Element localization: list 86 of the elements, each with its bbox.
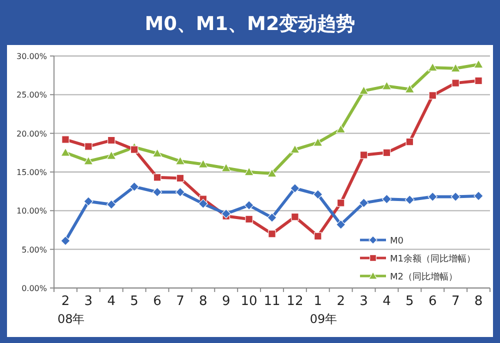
point [404, 195, 414, 205]
point [314, 232, 322, 240]
point [428, 92, 437, 100]
point [382, 81, 392, 90]
text: 09年 [310, 312, 338, 326]
point [474, 60, 484, 68]
point [290, 144, 300, 154]
x-tick-label: 4 [107, 294, 116, 309]
title: M0、M1、M2变动趋势 [144, 13, 356, 35]
x-tick-label: 12 [286, 294, 304, 309]
point [336, 220, 346, 230]
y-tick-label: 20.00% [16, 129, 48, 138]
point [84, 142, 92, 150]
point [382, 148, 391, 157]
point [84, 156, 94, 165]
point [221, 208, 231, 219]
x-tick-label: 2 [336, 294, 345, 309]
point [221, 163, 231, 172]
y-tick-label: 0.00% [22, 284, 48, 293]
x-tick-label: 7 [176, 294, 184, 309]
point [130, 146, 138, 154]
x-tick-label: 9 [222, 294, 230, 309]
point [62, 136, 70, 144]
point [428, 192, 438, 202]
point [152, 187, 162, 197]
point [360, 151, 368, 159]
x-tick-label: 5 [130, 294, 138, 309]
point [291, 212, 299, 221]
point [175, 187, 186, 197]
x-tick-label: 6 [428, 294, 437, 309]
point [382, 194, 392, 204]
point [290, 183, 300, 194]
x-tick-label: 11 [264, 294, 280, 309]
point [313, 138, 323, 146]
point [106, 200, 116, 210]
point [450, 192, 460, 202]
point [406, 138, 414, 146]
x-tick-label: 8 [199, 294, 208, 309]
point [84, 196, 94, 206]
point [60, 148, 70, 156]
x-tick-label: 3 [84, 294, 93, 309]
point [404, 84, 414, 93]
point [244, 200, 254, 210]
point [450, 64, 460, 72]
x-tick-label: 2 [61, 294, 70, 309]
x-tick-label: 5 [406, 294, 414, 309]
point [313, 190, 323, 200]
point [107, 136, 116, 144]
text: 08年 [57, 312, 85, 326]
y-tick-label: 10.00% [16, 206, 48, 216]
point [268, 230, 276, 238]
legend-label: M2（同比增幅） [390, 272, 458, 282]
y-tick-label: 25.00% [16, 90, 48, 100]
point [153, 174, 162, 182]
point [267, 212, 277, 222]
point [358, 198, 369, 208]
point [336, 199, 345, 207]
y-tick-label: 5.00% [22, 245, 48, 254]
point [474, 76, 482, 85]
x-tick-label: 4 [382, 294, 391, 309]
x-tick-label: 6 [153, 294, 162, 309]
point [267, 168, 277, 178]
y-tick-label: 30.00% [16, 52, 48, 61]
point [245, 215, 253, 224]
legend-label: M0 [390, 236, 404, 246]
point [152, 148, 162, 158]
point [358, 86, 369, 94]
point [474, 191, 484, 201]
x-tick-label: 8 [474, 294, 483, 309]
point [452, 79, 460, 87]
point [336, 124, 346, 134]
x-tick-label: 10 [240, 294, 258, 309]
point [60, 236, 70, 246]
legend-label: M1余额（同比增幅） [390, 254, 476, 264]
point [176, 174, 184, 182]
point [428, 62, 438, 72]
point [198, 159, 208, 168]
point [130, 182, 140, 192]
x-tick-label: 1 [314, 294, 322, 309]
y-tick-label: 15.00% [16, 168, 48, 177]
point [106, 150, 116, 160]
x-tick-label: 7 [451, 294, 460, 309]
x-tick-label: 3 [360, 294, 368, 309]
point [175, 156, 186, 165]
point [244, 167, 254, 176]
point [198, 198, 208, 209]
